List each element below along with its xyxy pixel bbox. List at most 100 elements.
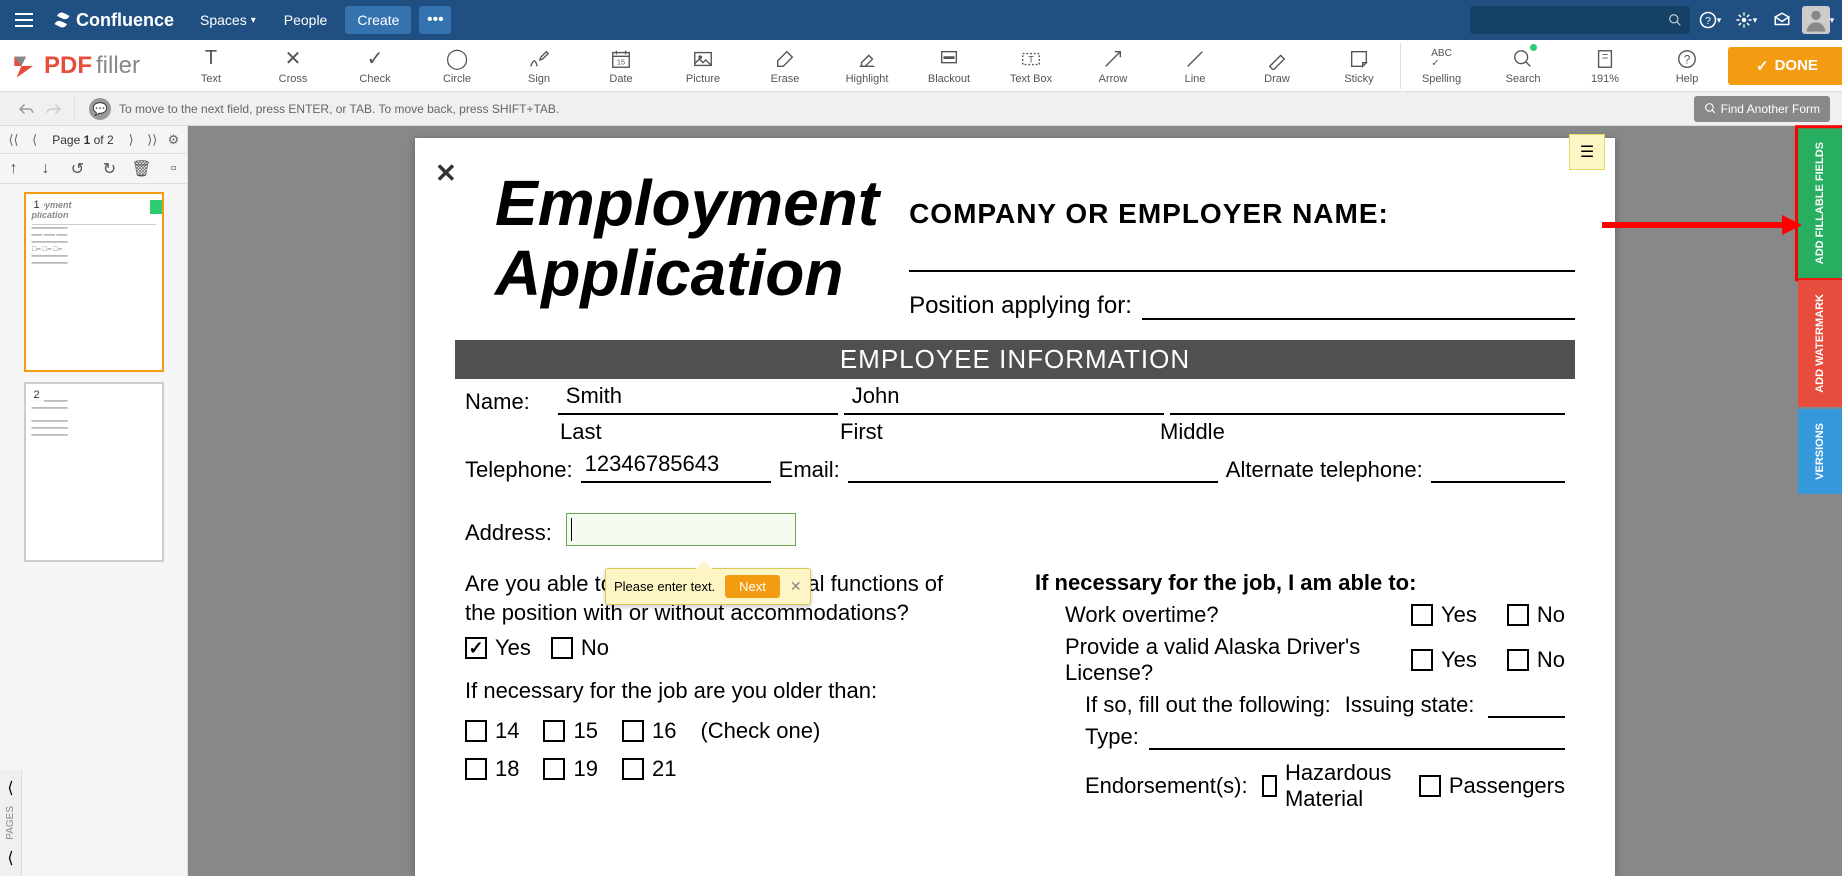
sub-last: Last [560, 419, 840, 445]
undo-button[interactable] [12, 95, 40, 123]
q1-yes-checkbox[interactable]: ✓ [465, 637, 487, 659]
page-first[interactable]: ⟨⟨ [4, 128, 23, 152]
cross-icon: ✕ [285, 47, 302, 71]
nav-people[interactable]: People [270, 0, 342, 40]
tool-draw[interactable]: Draw [1236, 43, 1318, 89]
tool-sticky[interactable]: Sticky [1318, 43, 1400, 89]
secondary-bar: 💬 To move to the next field, press ENTER… [0, 92, 1842, 126]
settings-icon[interactable]: ▾ [1730, 4, 1762, 36]
nav-more-button[interactable]: ••• [419, 6, 451, 34]
nav-create-button[interactable]: Create [345, 6, 411, 34]
company-line[interactable] [909, 270, 1575, 272]
tab-watermark[interactable]: ADD WATERMARK [1798, 280, 1842, 407]
add-page[interactable]: ▫ [163, 158, 185, 180]
page-last[interactable]: ⟩⟩ [143, 128, 162, 152]
age-14[interactable] [465, 720, 487, 742]
tel-field[interactable]: 12346785643 [581, 479, 771, 483]
tool-blackout[interactable]: Blackout [908, 43, 990, 89]
thumbnail-page-2[interactable]: 2 ━━━━━━━━━━━━━━━━━━━━━━━━━━━━━━━━━━━━━━… [24, 382, 164, 562]
email-label: Email: [779, 457, 840, 483]
page-prev[interactable]: ⟨ [25, 128, 44, 152]
tool-cross[interactable]: ✕Cross [252, 43, 334, 89]
tooltip-next-button[interactable]: Next [725, 575, 780, 598]
erase-icon [774, 47, 796, 71]
email-field[interactable] [848, 479, 1218, 483]
conf-search[interactable] [1470, 6, 1690, 34]
tool-arrow[interactable]: Arrow [1072, 43, 1154, 89]
tool-circle[interactable]: ◯Circle [416, 43, 498, 89]
tool-line[interactable]: Line [1154, 43, 1236, 89]
passengers-checkbox[interactable] [1419, 775, 1441, 797]
tool-help[interactable]: ?Help [1646, 43, 1728, 89]
highlight-icon [856, 47, 878, 71]
thumbs-collapse[interactable]: ⟨ PAGES ⟨ [0, 770, 22, 876]
no-label: No [581, 635, 609, 661]
overtime-no[interactable] [1507, 604, 1529, 626]
pdffiller-logo[interactable]: PDFfiller [12, 52, 140, 80]
name-label: Name: [465, 389, 530, 415]
position-line[interactable] [1142, 318, 1575, 320]
tool-date[interactable]: 15Date [580, 43, 662, 89]
hazmat-checkbox[interactable] [1262, 775, 1277, 797]
help-icon[interactable]: ?▾ [1694, 4, 1726, 36]
document-page: ✕ ☰ Employment Application COMPANY OR EM… [415, 138, 1615, 876]
done-button[interactable]: ✓ DONE [1728, 47, 1842, 85]
tool-sign[interactable]: Sign [498, 43, 580, 89]
tooltip-close-icon[interactable]: ✕ [790, 578, 802, 595]
tab-fillable-fields[interactable]: ADD FILLABLE FIELDS [1798, 128, 1842, 278]
move-down[interactable]: ↓ [35, 158, 57, 180]
address-input[interactable] [566, 513, 796, 546]
issuing-label: Issuing state: [1345, 692, 1475, 718]
alt-tel-field[interactable] [1431, 479, 1565, 483]
nav-spaces[interactable]: Spaces ▾ [186, 0, 270, 40]
name-first-field[interactable]: John [844, 411, 1164, 415]
tool-text[interactable]: TText [170, 43, 252, 89]
name-middle-field[interactable] [1170, 411, 1565, 415]
age-15[interactable] [543, 720, 565, 742]
zoom-icon [1594, 47, 1616, 71]
overtime-yes[interactable] [1411, 604, 1433, 626]
age-21[interactable] [622, 758, 644, 780]
tool-zoom[interactable]: 191% [1564, 43, 1646, 89]
address-label: Address: [465, 520, 552, 546]
tool-picture[interactable]: Picture [662, 43, 744, 89]
q1-no-checkbox[interactable] [551, 637, 573, 659]
document-canvas[interactable]: ✕ ☰ Employment Application COMPANY OR EM… [188, 126, 1842, 876]
tool-erase[interactable]: Erase [744, 43, 826, 89]
age-16[interactable] [622, 720, 644, 742]
tool-spelling[interactable]: ABC✓Spelling [1400, 43, 1482, 89]
name-last-field[interactable]: Smith [558, 411, 838, 415]
tool-search[interactable]: Search [1482, 43, 1564, 89]
rotate-left[interactable]: ↺ [67, 158, 89, 180]
move-up[interactable]: ↑ [3, 158, 25, 180]
tool-highlight[interactable]: Highlight [826, 43, 908, 89]
tab-versions[interactable]: VERSIONS [1798, 409, 1842, 494]
page-settings[interactable]: ⚙ [164, 128, 183, 152]
conf-search-input[interactable] [1478, 13, 1668, 28]
q2-text: If necessary for the job are you older t… [465, 677, 995, 706]
page-next[interactable]: ⟩ [122, 128, 141, 152]
license-no[interactable] [1507, 649, 1529, 671]
age-19[interactable] [543, 758, 565, 780]
menu-icon[interactable] [8, 4, 40, 36]
rotate-right[interactable]: ↻ [99, 158, 121, 180]
license-yes[interactable] [1411, 649, 1433, 671]
tool-textbox[interactable]: TText Box [990, 43, 1072, 89]
doc-notes-icon[interactable]: ☰ [1569, 134, 1605, 170]
doc-close-icon[interactable]: ✕ [435, 158, 457, 189]
delete-page[interactable]: 🗑 [131, 158, 153, 180]
type-field[interactable] [1149, 748, 1565, 750]
main-area: ⟨⟨ ⟨ Page 1 of 2 ⟩ ⟩⟩ ⚙ ↑ ↓ ↺ ↻ 🗑 ▫ 1 pl… [0, 126, 1842, 876]
issuing-field[interactable] [1488, 716, 1565, 718]
age-18[interactable] [465, 758, 487, 780]
yes-label: Yes [495, 635, 531, 661]
redo-button[interactable] [40, 95, 68, 123]
page-info: Page 1 of 2 [46, 133, 119, 147]
tel-label: Telephone: [465, 457, 573, 483]
notifications-icon[interactable] [1766, 4, 1798, 36]
confluence-logo[interactable]: Confluence [52, 10, 174, 31]
tool-check[interactable]: ✓Check [334, 43, 416, 89]
user-avatar[interactable]: ▾ [1802, 4, 1834, 36]
thumbnail-page-1[interactable]: 1 ploymentplication ━━━━━━━━━━━━━ ━━━ ━━… [24, 192, 164, 372]
find-form-button[interactable]: Find Another Form [1694, 96, 1830, 122]
